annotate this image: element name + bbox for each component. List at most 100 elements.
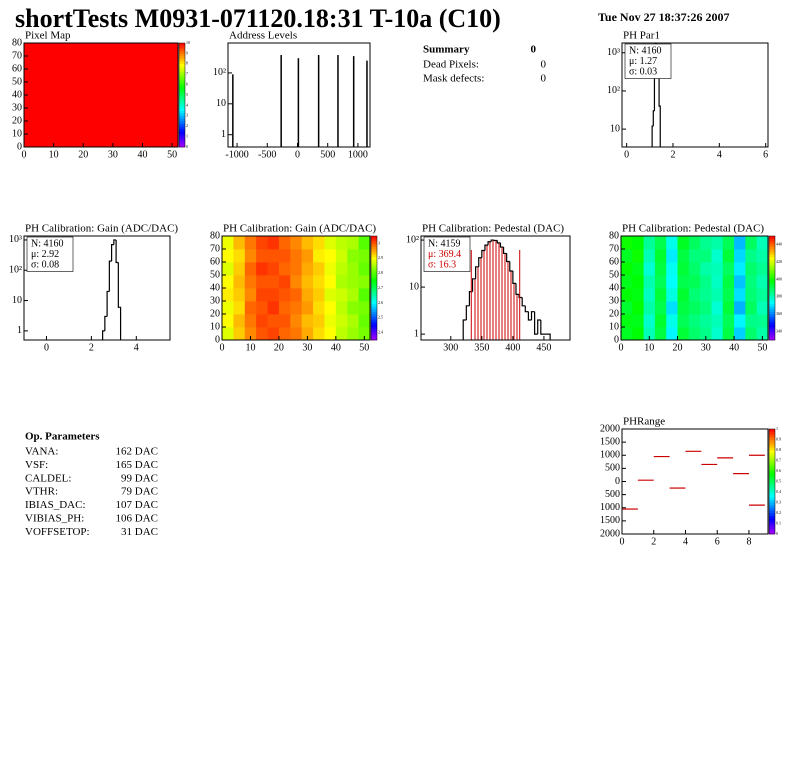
- x-tick-label: 350: [474, 342, 489, 353]
- heatmap-cell: [621, 314, 633, 328]
- heatmap-cell: [244, 301, 257, 315]
- y-tick-label: 10²: [607, 85, 620, 96]
- heatmap-cell: [722, 249, 735, 263]
- y-tick-label: 10: [610, 123, 620, 134]
- heatmap-cell: [358, 275, 371, 289]
- heatmap-cell: [700, 327, 712, 341]
- colorbar-label: 0.4: [776, 489, 781, 494]
- colorbar-step: [769, 262, 775, 265]
- heatmap-cell: [324, 262, 337, 276]
- heatmap-cell: [233, 327, 246, 341]
- heatmap-cell: [267, 249, 280, 263]
- colorbar-step: [179, 74, 185, 78]
- colorbar-step: [371, 269, 377, 273]
- colorbar-step: [371, 324, 377, 328]
- colorbar-step: [179, 84, 185, 88]
- hist-bin: [518, 294, 523, 299]
- heatmap-cell: [745, 314, 758, 328]
- parameter-value: 107 DAC: [116, 499, 158, 511]
- colorbar-step: [371, 321, 377, 325]
- heatmap-cell: [278, 236, 291, 250]
- colorbar-step: [769, 431, 775, 435]
- x-tick-label: 30: [302, 342, 312, 353]
- colorbar-step: [371, 236, 377, 239]
- x-tick-label: 50: [167, 149, 177, 160]
- hist-fill: [472, 278, 476, 340]
- heatmap-cell: [654, 275, 667, 289]
- colorbar-step: [179, 113, 185, 117]
- colorbar-step: [371, 329, 377, 333]
- x-tick-label: 0: [624, 149, 629, 160]
- heatmap-cell: [700, 288, 712, 302]
- colorbar-step: [179, 87, 185, 91]
- heatmap-cell: [711, 249, 724, 263]
- chart-title: Address Levels: [229, 30, 297, 42]
- heatmap-cell: [233, 249, 246, 263]
- colorbar-frame: [768, 428, 776, 535]
- colorbar-label: 1: [186, 134, 188, 139]
- colorbar-step: [769, 439, 775, 443]
- summary-label: Mask defects:: [423, 73, 484, 85]
- heatmap-cell: [313, 301, 325, 315]
- x-tick-label: 40: [729, 342, 739, 353]
- y-tick-label: 2000: [600, 423, 620, 434]
- colorbar-step: [179, 53, 185, 57]
- stats-line: σ: 16.3: [428, 259, 456, 270]
- colorbar-step: [769, 249, 775, 252]
- hist-bin: [481, 249, 485, 258]
- colorbar-label: 400: [776, 276, 782, 281]
- heatmap-cell: [745, 262, 758, 276]
- chart-title: PHRange: [623, 416, 665, 428]
- colorbar-step: [769, 314, 775, 317]
- colorbar-label: 3: [378, 240, 380, 245]
- colorbar-step: [769, 520, 775, 524]
- colorbar-step: [769, 334, 775, 338]
- heatmap-cell: [301, 301, 314, 315]
- x-tick-label: 6: [763, 149, 768, 160]
- heatmap-cell: [358, 288, 371, 302]
- frame: [23, 235, 171, 341]
- parameter-value: 99 DAC: [121, 472, 158, 484]
- colorbar-step: [769, 303, 775, 307]
- hist-bin: [108, 260, 112, 292]
- colorbar-step: [371, 293, 377, 297]
- colorbar-step: [179, 100, 185, 104]
- heatmap-cell: [290, 262, 303, 276]
- y-tick-label: 10: [12, 295, 22, 306]
- colorbar-step: [769, 505, 775, 509]
- colorbar-label: 420: [776, 259, 782, 264]
- heatmap-cell: [256, 288, 268, 302]
- y-tick-label: 30: [210, 295, 220, 306]
- heatmap-cell: [756, 275, 769, 289]
- colorbar-step: [769, 452, 775, 456]
- hist-bin: [521, 297, 526, 307]
- heatmap-cell: [290, 275, 303, 289]
- colorbar-label: 440: [776, 242, 782, 247]
- colorbar-step: [769, 285, 775, 289]
- colorbar-label: 2.9: [378, 255, 383, 260]
- heatmap-cell: [313, 327, 325, 341]
- heatmap-cell: [267, 262, 280, 276]
- heatmap-cell: [677, 288, 690, 302]
- heatmap-cell: [267, 275, 280, 289]
- parameter-value: 79 DAC: [121, 486, 158, 498]
- heatmap-cell: [700, 275, 712, 289]
- heatmap-cell: [301, 327, 314, 341]
- heatmap-cell: [734, 301, 746, 315]
- colorbar-step: [769, 502, 775, 506]
- colorbar-step: [179, 71, 185, 75]
- hist-fill: [512, 283, 516, 340]
- heatmap-cell: [244, 249, 257, 263]
- hist-fill: [506, 261, 510, 340]
- heatmap-cell: [324, 288, 337, 302]
- colorbar-step: [769, 457, 775, 461]
- colorbar-step: [179, 128, 185, 132]
- colorbar-label: 2.5: [378, 315, 383, 320]
- colorbar-label: 2.6: [378, 300, 383, 305]
- heatmap-cell: [722, 301, 735, 315]
- colorbar-step: [769, 298, 775, 302]
- heatmap-cell: [643, 249, 656, 263]
- page-title: shortTests M0931-071120.18:31 T-10a (C10…: [15, 4, 501, 33]
- colorbar-step: [769, 275, 775, 278]
